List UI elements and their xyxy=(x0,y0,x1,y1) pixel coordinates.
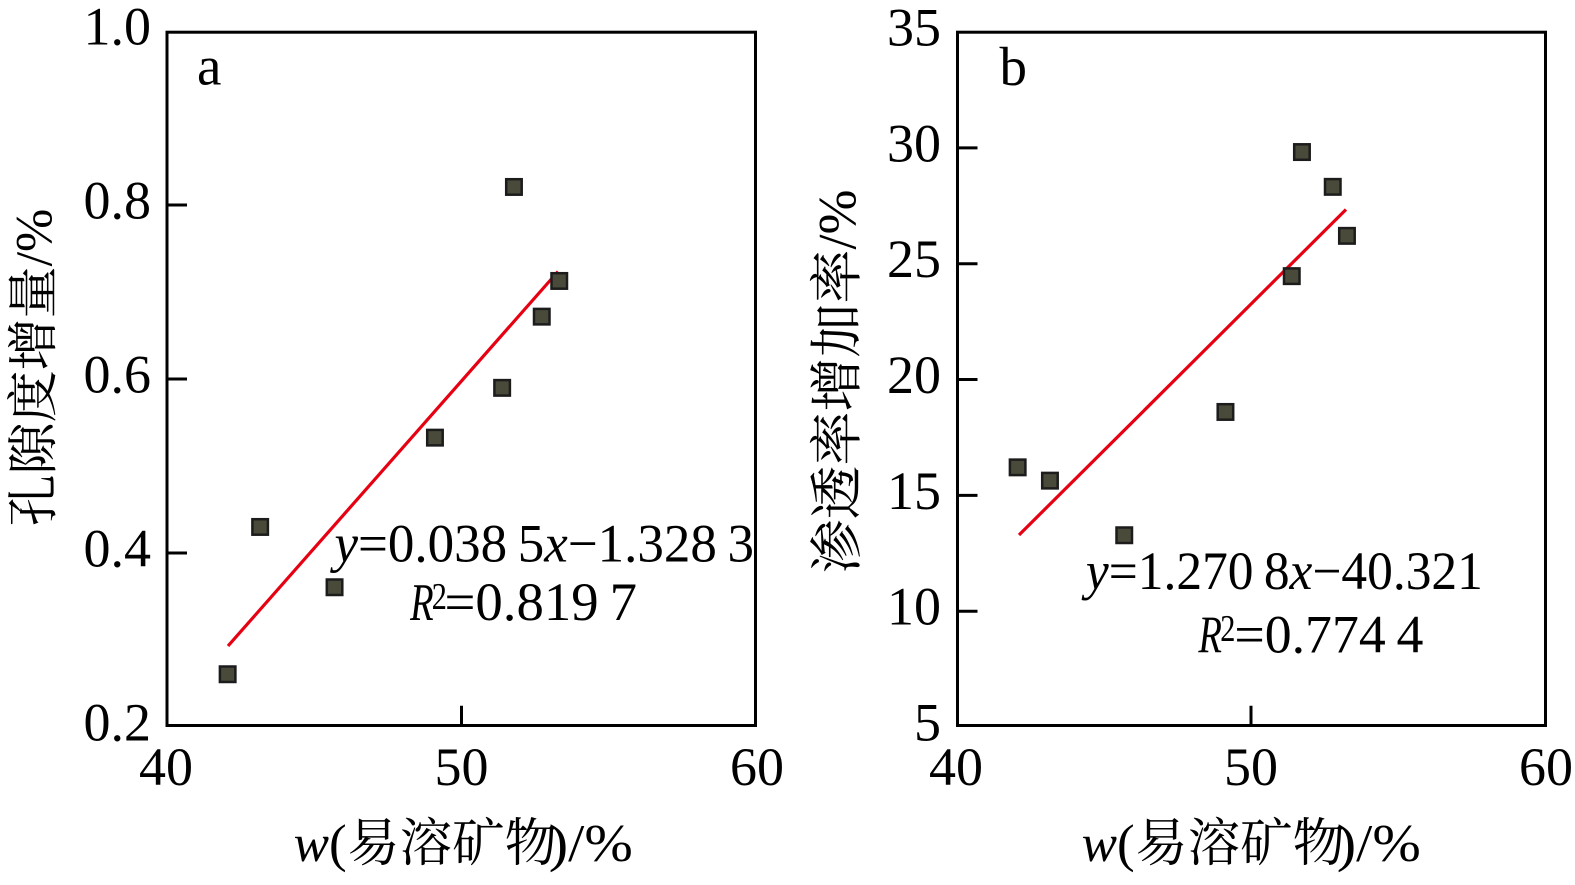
svg-text:=0.774 4: =0.774 4 xyxy=(1234,604,1423,664)
svg-text:5: 5 xyxy=(914,693,941,753)
svg-text:0.2: 0.2 xyxy=(84,693,152,753)
svg-text:0.4: 0.4 xyxy=(84,519,152,579)
svg-text:/%: /% xyxy=(808,190,868,250)
svg-text:0.8: 0.8 xyxy=(84,171,152,231)
svg-text:40: 40 xyxy=(139,737,193,797)
svg-text:60: 60 xyxy=(1519,737,1573,797)
svg-text:30: 30 xyxy=(887,113,941,173)
svg-text:)/%: )/% xyxy=(549,815,633,873)
svg-text:35: 35 xyxy=(887,0,941,58)
svg-text:0.6: 0.6 xyxy=(84,345,152,405)
svg-text:/%: /% xyxy=(6,209,63,267)
svg-text:y=1.270 8x−40.321: y=1.270 8x−40.321 xyxy=(1081,541,1483,601)
svg-text:40: 40 xyxy=(929,737,983,797)
svg-text:a: a xyxy=(197,36,221,97)
svg-text:25: 25 xyxy=(887,229,941,289)
svg-text:15: 15 xyxy=(887,461,941,521)
svg-text:)/%: )/% xyxy=(1337,815,1421,873)
svg-text:w(: w( xyxy=(1082,815,1135,873)
svg-text:b: b xyxy=(1000,36,1028,97)
svg-text:10: 10 xyxy=(887,577,941,637)
svg-text:1.0: 1.0 xyxy=(84,0,152,57)
svg-text:w(: w( xyxy=(294,815,347,873)
svg-text:20: 20 xyxy=(887,345,941,405)
svg-text:=0.819 7: =0.819 7 xyxy=(445,572,638,632)
svg-text:50: 50 xyxy=(435,737,489,797)
svg-text:50: 50 xyxy=(1224,737,1278,797)
svg-text:60: 60 xyxy=(730,737,784,797)
svg-text:y=0.038 5x−1.328 3: y=0.038 5x−1.328 3 xyxy=(330,514,754,574)
